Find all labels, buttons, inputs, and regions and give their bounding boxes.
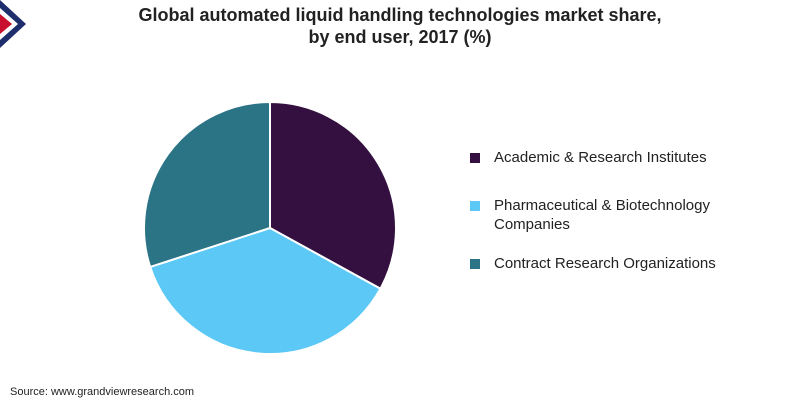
legend-item-academic: Academic & Research Institutes — [470, 148, 744, 167]
legend-label-line: Companies — [494, 216, 570, 233]
chart-title: Global automated liquid handling technol… — [138, 5, 662, 25]
legend-label-pharma: Pharmaceutical & Biotechnology Companies — [494, 196, 744, 234]
chart-subtitle: by end user, 2017 (%) — [308, 27, 492, 47]
legend-label-line: Pharmaceutical & Biotechnology — [494, 197, 710, 214]
pie-slice-pharma — [148, 226, 382, 355]
pie-slice-academic — [269, 100, 397, 291]
legend-item-cro: Contract Research Organizations — [470, 254, 744, 273]
legend-swatch-academic — [470, 153, 480, 163]
corner-logo — [0, 0, 26, 48]
legend-swatch-cro — [470, 259, 480, 269]
legend-swatch-pharma — [470, 201, 480, 211]
legend-item-pharma: Pharmaceutical & Biotechnology Companies — [470, 196, 744, 234]
source-note: Source: www.grandviewresearch.com — [10, 386, 195, 398]
pie-slice-cro — [143, 100, 271, 269]
legend-label-academic: Academic & Research Institutes — [494, 148, 744, 167]
legend-label-line: Contract Research Organizations — [494, 255, 716, 272]
legend-label-cro: Contract Research Organizations — [494, 254, 744, 273]
legend-label-line: Academic & Research Institutes — [494, 149, 707, 166]
chart-title-block: Global automated liquid handling technol… — [40, 4, 760, 48]
